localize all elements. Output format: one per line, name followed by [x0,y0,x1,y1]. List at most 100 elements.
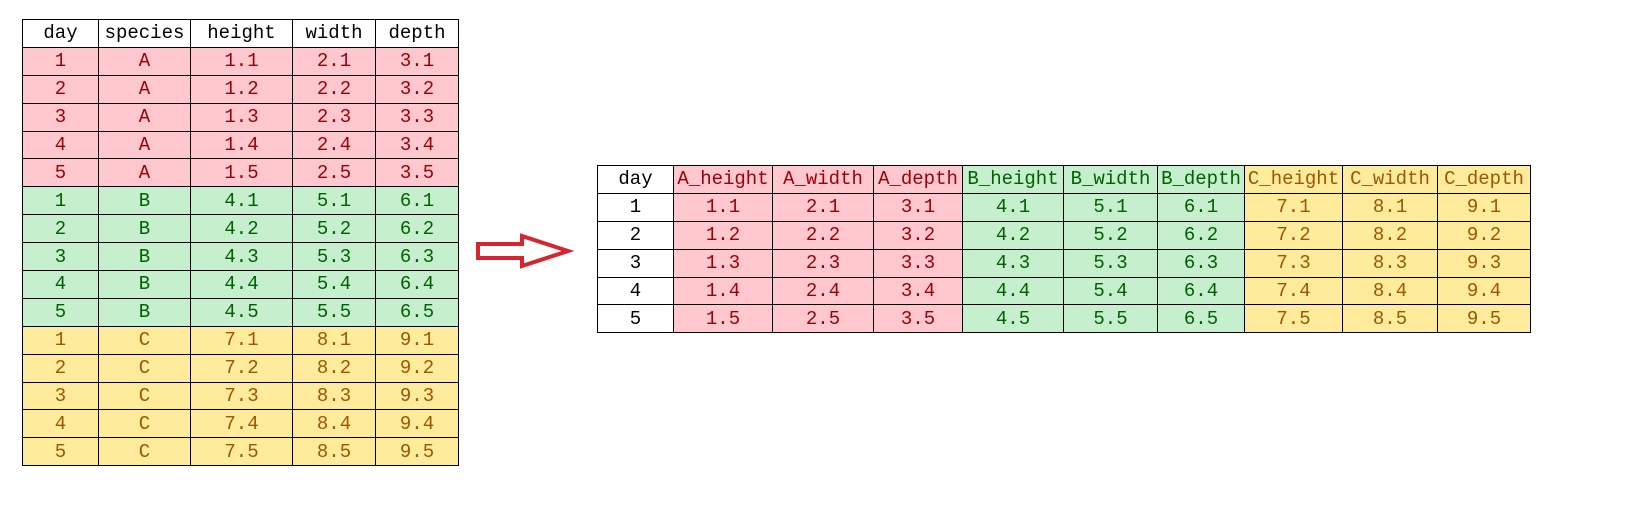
cell-depth: 3.4 [375,130,459,160]
cell-A_depth: 3.4 [873,276,963,306]
cell-species: B [98,214,191,244]
table-row: 1 A 1.1 2.1 3.1 [22,46,459,76]
cell-B_depth: 6.3 [1157,248,1245,278]
cell-species: B [98,242,191,272]
cell-B_width: 5.2 [1063,220,1158,250]
cell-B_depth: 6.1 [1157,192,1245,222]
cell-species: C [98,325,191,355]
cell-species: A [98,158,191,188]
cell-height: 7.1 [190,325,293,355]
cell-species: B [98,186,191,216]
cell-A_depth: 3.3 [873,248,963,278]
column-header-height: height [190,19,293,48]
cell-width: 8.1 [292,325,376,355]
cell-C_width: 8.2 [1342,220,1438,250]
cell-A_width: 2.3 [772,248,874,278]
cell-C_width: 8.3 [1342,248,1438,278]
cell-depth: 3.2 [375,74,459,104]
cell-C_height: 7.5 [1244,304,1343,334]
table-row: 1 B 4.1 5.1 6.1 [22,186,459,216]
cell-width: 8.2 [292,353,376,383]
cell-B_width: 5.5 [1063,304,1158,334]
cell-species: C [98,437,191,467]
cell-height: 4.5 [190,297,293,327]
long-format-table: day species height width depth 1 A 1.1 2.1 3.1 2 A 1… [22,19,459,467]
cell-species: A [98,46,191,76]
cell-A_height: 1.2 [673,220,773,250]
cell-A_depth: 3.5 [873,304,963,334]
table-row: 2 C 7.2 8.2 9.2 [22,353,459,383]
table-row: 3 A 1.3 2.3 3.3 [22,102,459,132]
table-row: 2 1.2 2.2 3.2 4.2 5.2 6.2 7.2 8.2 9.2 [597,220,1531,250]
column-header-B_height: B_height [962,165,1064,194]
column-header-species: species [98,19,191,48]
cell-height: 1.3 [190,102,293,132]
cell-width: 8.4 [292,409,376,439]
cell-C_height: 7.2 [1244,220,1343,250]
cell-C_height: 7.4 [1244,276,1343,306]
cell-A_width: 2.4 [772,276,874,306]
cell-A_width: 2.2 [772,220,874,250]
cell-B_height: 4.2 [962,220,1064,250]
column-header-B_width: B_width [1063,165,1158,194]
cell-depth: 3.3 [375,102,459,132]
cell-species: B [98,270,191,299]
cell-width: 5.2 [292,214,376,244]
cell-B_height: 4.4 [962,276,1064,306]
table-row: 5 B 4.5 5.5 6.5 [22,297,459,327]
cell-day: 1 [597,192,674,222]
cell-B_height: 4.1 [962,192,1064,222]
cell-height: 7.2 [190,353,293,383]
cell-day: 1 [22,46,99,76]
table-row: 2 A 1.2 2.2 3.2 [22,74,459,104]
cell-B_height: 4.5 [962,304,1064,334]
cell-C_depth: 9.5 [1437,304,1531,334]
cell-width: 8.5 [292,437,376,467]
cell-depth: 9.5 [375,437,459,467]
cell-species: A [98,74,191,104]
cell-width: 8.3 [292,381,376,411]
cell-B_depth: 6.5 [1157,304,1245,334]
cell-depth: 3.5 [375,158,459,188]
cell-depth: 6.3 [375,242,459,272]
cell-B_depth: 6.4 [1157,276,1245,306]
header-row: day species height width depth [22,19,459,48]
cell-height: 1.2 [190,74,293,104]
cell-height: 1.4 [190,130,293,160]
cell-A_depth: 3.2 [873,220,963,250]
cell-day: 5 [597,304,674,334]
cell-width: 2.3 [292,102,376,132]
table-row: 3 1.3 2.3 3.3 4.3 5.3 6.3 7.3 8.3 9.3 [597,248,1531,278]
cell-height: 4.4 [190,270,293,299]
cell-day: 2 [22,353,99,383]
cell-B_width: 5.4 [1063,276,1158,306]
cell-width: 5.1 [292,186,376,216]
table-row: 1 C 7.1 8.1 9.1 [22,325,459,355]
cell-C_depth: 9.3 [1437,248,1531,278]
column-header-C_depth: C_depth [1437,165,1531,194]
cell-width: 5.3 [292,242,376,272]
column-header-width: width [292,19,376,48]
cell-height: 1.1 [190,46,293,76]
right-arrow-icon [476,233,574,269]
cell-day: 4 [22,130,99,160]
cell-day: 5 [22,437,99,467]
cell-C_height: 7.1 [1244,192,1343,222]
cell-species: A [98,130,191,160]
cell-C_width: 8.4 [1342,276,1438,306]
column-header-B_depth: B_depth [1157,165,1245,194]
cell-A_width: 2.1 [772,192,874,222]
column-header-day: day [22,19,99,48]
cell-height: 7.4 [190,409,293,439]
cell-day: 4 [22,270,99,299]
cell-C_height: 7.3 [1244,248,1343,278]
cell-species: C [98,353,191,383]
cell-height: 7.5 [190,437,293,467]
column-header-A_height: A_height [673,165,773,194]
cell-C_width: 8.5 [1342,304,1438,334]
table-row: 5 A 1.5 2.5 3.5 [22,158,459,188]
cell-species: C [98,409,191,439]
cell-A_height: 1.5 [673,304,773,334]
table-row: 5 1.5 2.5 3.5 4.5 5.5 6.5 7.5 8.5 9.5 [597,304,1531,334]
cell-height: 7.3 [190,381,293,411]
